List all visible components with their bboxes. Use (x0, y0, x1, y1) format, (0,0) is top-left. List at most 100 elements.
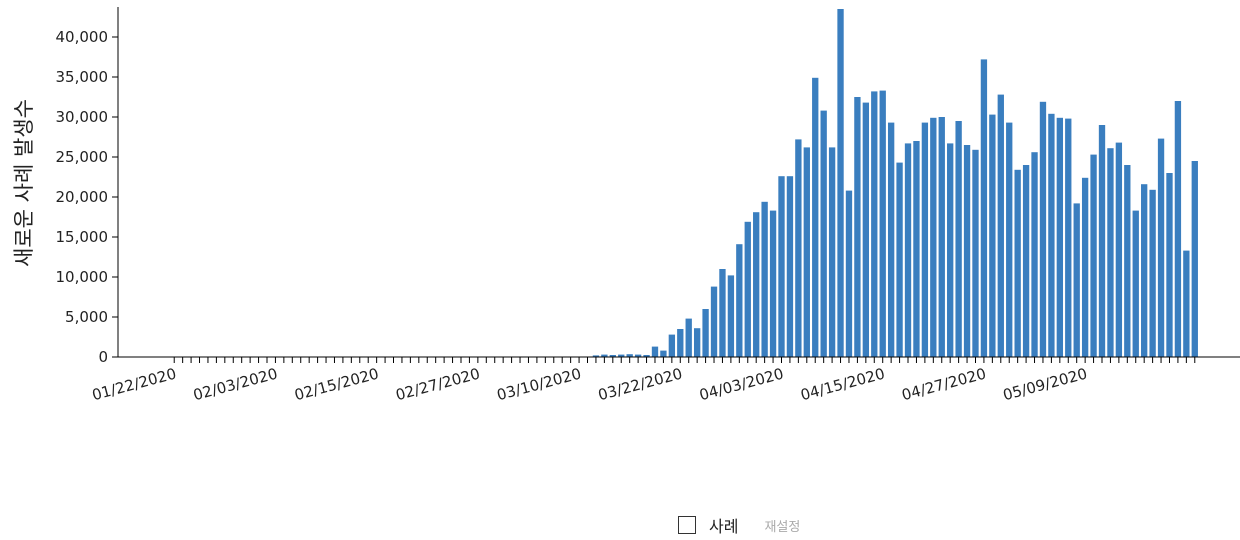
bar[interactable] (643, 355, 650, 357)
bar[interactable] (693, 328, 701, 357)
legend-checkbox[interactable] (678, 516, 696, 534)
bar[interactable] (1124, 165, 1131, 357)
y-axis: 0 5,000 10,000 15,000 20,000 25,000 30,000 35,0… (56, 7, 119, 366)
bar[interactable] (626, 354, 633, 357)
bar[interactable] (1022, 165, 1030, 357)
bar[interactable] (1191, 161, 1198, 357)
bar[interactable] (1107, 148, 1114, 357)
x-tick-label: 04/15/2020 (799, 364, 887, 404)
y-tick-label: 30,000 (56, 108, 109, 126)
x-tick-label: 03/22/2020 (596, 364, 684, 404)
bar[interactable] (727, 275, 735, 357)
bar[interactable] (854, 97, 861, 357)
x-tick-label: 02/27/2020 (394, 364, 482, 404)
bar[interactable] (1039, 101, 1047, 357)
bar[interactable] (871, 91, 878, 358)
bars (592, 9, 1198, 358)
bar[interactable] (651, 346, 659, 357)
bar[interactable] (845, 190, 853, 357)
y-tick-label: 5,000 (65, 308, 108, 326)
bar[interactable] (955, 121, 962, 357)
bar[interactable] (677, 329, 684, 357)
y-tick-label: 20,000 (56, 188, 109, 206)
bar[interactable] (719, 269, 726, 357)
bar[interactable] (997, 94, 1004, 357)
y-axis-title: 새로운 사례 발생수 (12, 99, 36, 267)
bar[interactable] (660, 350, 667, 357)
bar[interactable] (947, 143, 954, 357)
bar[interactable] (761, 201, 768, 357)
x-tick-label: 04/03/2020 (697, 364, 785, 404)
y-tick-label: 25,000 (56, 148, 109, 166)
bar[interactable] (1006, 122, 1013, 357)
bar[interactable] (1183, 250, 1190, 357)
bar[interactable] (702, 309, 709, 357)
bar[interactable] (1098, 125, 1106, 357)
bar[interactable] (812, 77, 819, 358)
bar[interactable] (1081, 177, 1089, 357)
bar[interactable] (618, 354, 625, 357)
bar[interactable] (972, 149, 979, 357)
bar[interactable] (837, 9, 844, 357)
bar[interactable] (1031, 152, 1038, 357)
bar[interactable] (609, 355, 616, 357)
x-axis: 01/22/2020 02/03/2020 02/15/2020 02/27/2020… (90, 356, 1240, 404)
bar[interactable] (913, 141, 920, 357)
bar[interactable] (1115, 142, 1123, 357)
bar[interactable] (879, 90, 886, 357)
bar[interactable] (938, 117, 945, 357)
bar[interactable] (668, 334, 676, 357)
bar[interactable] (1141, 184, 1148, 357)
y-tick-label: 15,000 (56, 228, 109, 246)
bar[interactable] (862, 102, 870, 357)
bar[interactable] (592, 355, 600, 357)
bar[interactable] (828, 147, 836, 357)
reset-button[interactable]: 재설정 (764, 519, 801, 535)
bar[interactable] (634, 354, 642, 357)
bar[interactable] (963, 145, 971, 357)
x-tick-label: 05/09/2020 (1001, 364, 1089, 404)
bar[interactable] (1090, 154, 1097, 357)
bar[interactable] (685, 318, 692, 357)
bar[interactable] (989, 114, 996, 357)
x-tick-label: 04/27/2020 (900, 364, 988, 404)
y-tick-label: 40,000 (56, 28, 109, 46)
bar[interactable] (930, 117, 937, 357)
x-tick-label: 02/15/2020 (292, 364, 380, 404)
bar[interactable] (1056, 117, 1063, 357)
bar[interactable] (921, 122, 929, 357)
legend-label-cases: 사례 (709, 517, 739, 536)
bar[interactable] (1065, 118, 1072, 357)
bar[interactable] (980, 59, 988, 358)
bar[interactable] (1014, 169, 1021, 357)
y-tick-label: 35,000 (56, 68, 109, 86)
bar[interactable] (1157, 138, 1165, 357)
bar[interactable] (769, 210, 777, 357)
bar[interactable] (1149, 189, 1156, 357)
x-tick-label: 01/22/2020 (90, 364, 178, 404)
bar[interactable] (736, 244, 743, 357)
bar[interactable] (744, 221, 751, 357)
legend: 사례 재설정 (678, 513, 800, 537)
bar[interactable] (1132, 210, 1139, 357)
bar[interactable] (1073, 203, 1080, 357)
bar[interactable] (753, 212, 760, 357)
bar[interactable] (1048, 113, 1055, 357)
bar[interactable] (803, 147, 810, 357)
bar[interactable] (1166, 173, 1173, 357)
y-tick-label: 10,000 (56, 268, 109, 286)
bar[interactable] (795, 139, 802, 357)
x-tick-label: 03/10/2020 (495, 364, 583, 404)
bar[interactable] (904, 143, 912, 357)
bar-chart: 0 5,000 10,000 15,000 20,000 25,000 30,000 35,0… (12, 7, 1240, 404)
bar[interactable] (778, 176, 785, 357)
x-tick-label: 02/03/2020 (191, 364, 279, 404)
bar[interactable] (1174, 101, 1182, 357)
bar[interactable] (710, 286, 718, 357)
bar[interactable] (786, 176, 794, 357)
bar[interactable] (896, 162, 903, 357)
bar[interactable] (601, 354, 608, 357)
bar[interactable] (887, 122, 895, 357)
bar[interactable] (820, 110, 827, 357)
y-tick-label: 0 (98, 348, 108, 366)
